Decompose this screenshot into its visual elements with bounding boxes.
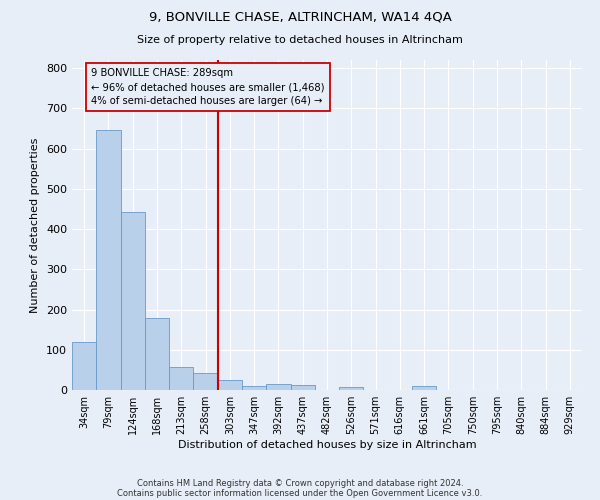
Bar <box>96 130 121 390</box>
Text: 9, BONVILLE CHASE, ALTRINCHAM, WA14 4QA: 9, BONVILLE CHASE, ALTRINCHAM, WA14 4QA <box>149 10 451 23</box>
Bar <box>193 372 218 390</box>
Bar <box>169 366 193 390</box>
Text: Size of property relative to detached houses in Altrincham: Size of property relative to detached ho… <box>137 35 463 45</box>
Bar <box>266 384 290 390</box>
Bar <box>290 385 315 390</box>
Bar <box>121 212 145 390</box>
Text: Contains public sector information licensed under the Open Government Licence v3: Contains public sector information licen… <box>118 488 482 498</box>
Bar <box>339 387 364 390</box>
Text: Contains HM Land Registry data © Crown copyright and database right 2024.: Contains HM Land Registry data © Crown c… <box>137 478 463 488</box>
Bar <box>72 342 96 390</box>
Bar <box>242 386 266 390</box>
Text: 9 BONVILLE CHASE: 289sqm
← 96% of detached houses are smaller (1,468)
4% of semi: 9 BONVILLE CHASE: 289sqm ← 96% of detach… <box>91 68 325 106</box>
Bar <box>412 386 436 390</box>
Bar <box>218 380 242 390</box>
Bar <box>145 318 169 390</box>
Y-axis label: Number of detached properties: Number of detached properties <box>31 138 40 312</box>
X-axis label: Distribution of detached houses by size in Altrincham: Distribution of detached houses by size … <box>178 440 476 450</box>
